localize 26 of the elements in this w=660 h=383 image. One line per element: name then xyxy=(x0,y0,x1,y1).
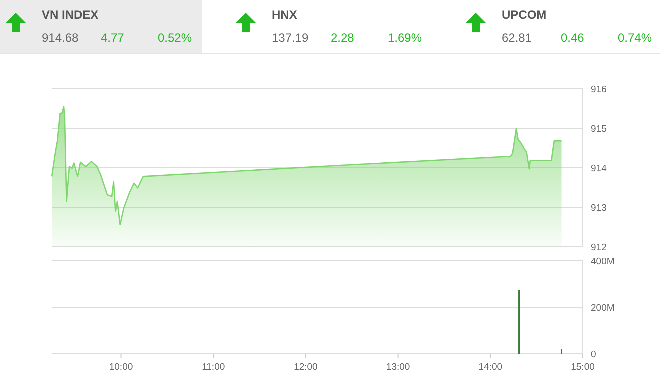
text: 1.69% xyxy=(388,31,422,45)
x-tick-label: 12:00 xyxy=(294,362,318,373)
x-tick-label: 13:00 xyxy=(386,362,410,373)
x-tick-label: 11:00 xyxy=(202,362,226,373)
text: HNX xyxy=(272,8,298,22)
x-tick-label: 14:00 xyxy=(478,362,503,373)
text: 0.74% xyxy=(618,31,652,45)
text: 2.28 xyxy=(331,31,355,45)
y-tick-label: 913 xyxy=(591,202,607,214)
text: VN INDEX xyxy=(42,8,99,22)
x-tick-label: 15:00 xyxy=(571,362,595,373)
y-tick-label: 916 xyxy=(591,84,607,96)
y-tick-label: 915 xyxy=(591,124,607,135)
y-tick-label: 400M xyxy=(591,256,615,268)
y-tick-label: 0 xyxy=(591,349,596,360)
text: 137.19 xyxy=(272,31,310,45)
text: 4.77 xyxy=(101,31,125,45)
text: 62.81 xyxy=(502,31,532,45)
text: 0.46 xyxy=(561,31,585,45)
text: UPCOM xyxy=(502,8,547,22)
y-tick-label: 914 xyxy=(591,163,607,174)
y-tick-label: 200M xyxy=(591,302,615,314)
y-tick-label: 912 xyxy=(591,242,607,254)
text: 0.52% xyxy=(158,31,192,45)
x-tick-label: 10:00 xyxy=(109,362,134,373)
text: 914.68 xyxy=(42,31,80,45)
